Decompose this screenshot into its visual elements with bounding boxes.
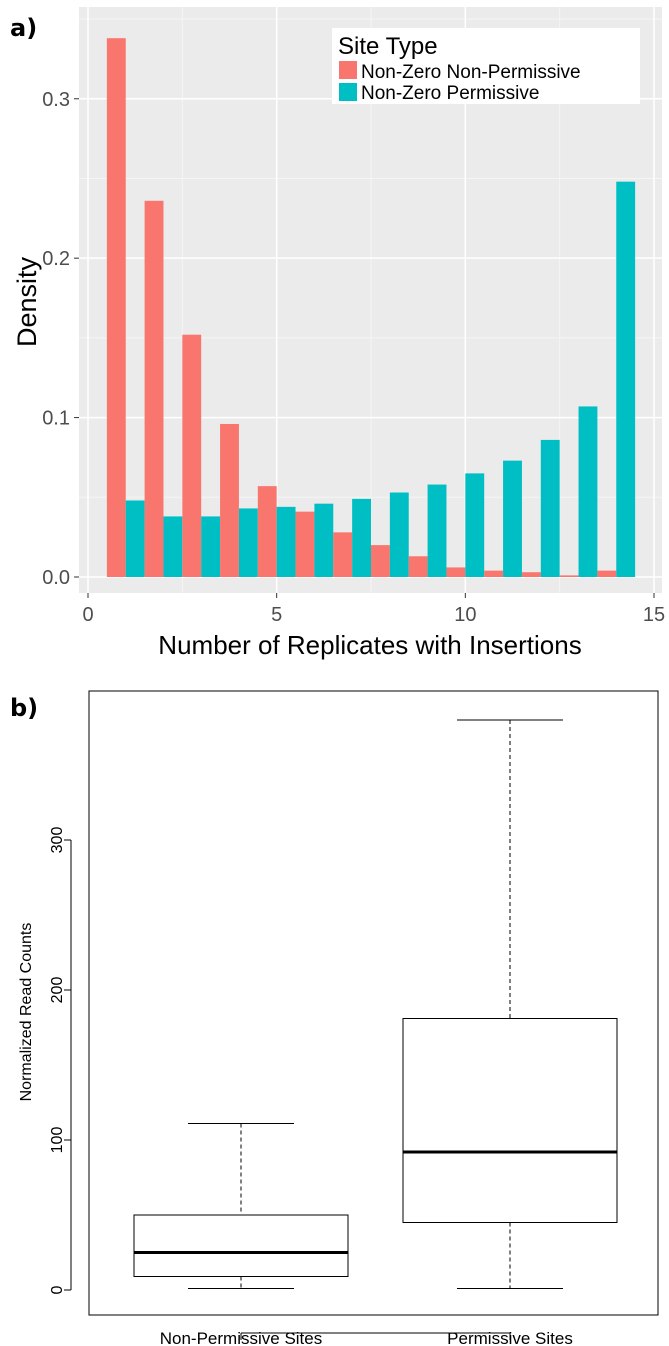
legend-label-non-permissive: Non-Zero Non-Permissive	[361, 62, 581, 83]
y-tick-label: 300	[49, 827, 66, 854]
axes: 0 100 200 300 Non-Permissive Sites Permissive…	[49, 827, 573, 1346]
y-tick-label: 0.1	[42, 408, 70, 430]
x-tick-label: 5	[271, 604, 282, 626]
bars	[106, 38, 636, 578]
plot-frame	[88, 690, 659, 1316]
histogram-chart: 0 5 10 15 0.0 0.1 0.2 0.3 Number of Replicates …	[12, 7, 665, 660]
y-tick-label: 0.3	[42, 89, 70, 111]
bar-non-permissive	[371, 545, 390, 577]
bar-permissive	[163, 516, 183, 577]
bar-permissive	[540, 439, 560, 577]
x-category-label: Permissive Sites	[447, 1329, 573, 1346]
bar-non-permissive	[220, 423, 239, 577]
grid-lines	[79, 7, 662, 593]
bar-permissive	[389, 492, 409, 577]
bar-permissive	[503, 460, 522, 577]
legend-swatch-non-permissive	[339, 61, 357, 79]
bar-non-permissive	[144, 200, 164, 577]
legend-swatch-permissive	[339, 83, 357, 101]
boxplot-chart: 0 100 200 300 Non-Permissive Sites Permissive…	[18, 690, 659, 1346]
bar-permissive	[578, 406, 598, 577]
bar-permissive	[276, 506, 296, 577]
x-tick-label: 10	[454, 604, 476, 626]
y-tick-label: 200	[49, 977, 66, 1004]
y-tick-label: 0.2	[42, 248, 70, 270]
bar-non-permissive	[446, 567, 466, 577]
bar-permissive	[427, 484, 447, 577]
legend-title: Site Type	[338, 33, 438, 60]
panel-b-label: b)	[10, 694, 39, 722]
x-axis-title: Number of Replicates with Insertions	[158, 630, 581, 660]
x-category-label: Non-Permissive Sites	[160, 1329, 323, 1346]
legend-background	[332, 28, 640, 104]
bar-non-permissive	[484, 570, 504, 577]
y-tick-label: 0	[49, 1285, 66, 1294]
iqr-box	[133, 1214, 349, 1277]
box-permissive	[402, 719, 618, 1289]
bar-non-permissive	[559, 575, 579, 577]
legend: Site Type Non-Zero Non-Permissive Non-Ze…	[332, 28, 640, 104]
bar-permissive	[238, 508, 258, 577]
bar-permissive	[314, 503, 334, 577]
y-tick-label: 0.0	[42, 567, 70, 589]
panel-a-label: a)	[10, 14, 38, 42]
bar-permissive	[125, 500, 145, 577]
legend-label-permissive: Non-Zero Permissive	[361, 83, 539, 104]
boxes	[133, 719, 618, 1289]
bar-permissive	[201, 516, 221, 577]
bar-permissive	[465, 473, 485, 577]
y-axis-title: Density	[12, 256, 42, 347]
box-non-permissive	[133, 1123, 349, 1289]
x-tick-label: 15	[643, 604, 665, 626]
x-tick-label: 0	[82, 604, 93, 626]
bar-non-permissive	[521, 572, 541, 577]
axes: 0 5 10 15 0.0 0.1 0.2 0.3	[42, 89, 665, 626]
bar-non-permissive	[106, 38, 126, 578]
y-axis-title: Normalized Read Counts	[18, 923, 35, 1102]
iqr-box	[402, 1018, 618, 1223]
y-tick-label: 100	[49, 1127, 66, 1154]
bar-non-permissive	[257, 486, 277, 577]
bar-permissive	[616, 181, 636, 578]
bar-non-permissive	[597, 570, 617, 577]
bar-non-permissive	[295, 511, 315, 577]
bar-non-permissive	[182, 334, 202, 577]
bar-non-permissive	[408, 556, 428, 577]
bar-non-permissive	[333, 532, 353, 577]
bar-permissive	[352, 498, 371, 577]
